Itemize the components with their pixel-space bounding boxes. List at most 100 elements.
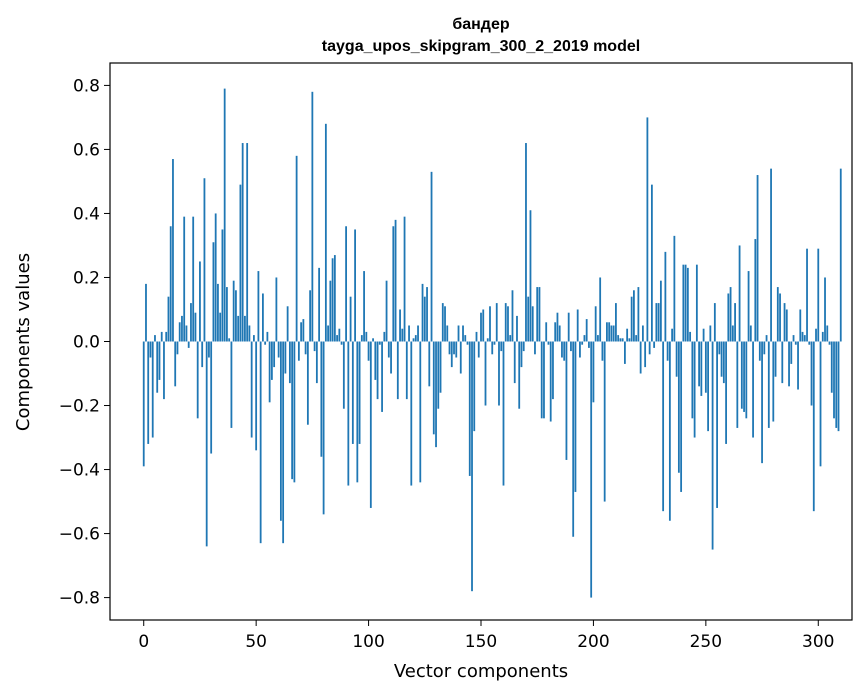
bar-224 <box>646 117 649 342</box>
bar-182 <box>552 341 554 400</box>
bar-157 <box>495 303 498 342</box>
bar-292 <box>799 309 802 342</box>
bar-189 <box>567 312 570 342</box>
bar-150 <box>480 312 482 342</box>
bar-122 <box>417 325 419 342</box>
bar-78 <box>318 267 321 342</box>
bar-142 <box>462 325 464 342</box>
bar-299 <box>815 328 817 342</box>
bar-160 <box>502 341 505 486</box>
bar-56 <box>268 341 271 403</box>
bar-95 <box>356 341 359 483</box>
bar-30 <box>210 341 213 454</box>
x-tick-label: 150 <box>465 632 497 652</box>
bar-61 <box>279 341 282 521</box>
bar-45 <box>244 315 246 342</box>
bar-215 <box>626 328 629 342</box>
bar-158 <box>498 341 500 406</box>
bar-264 <box>736 341 739 428</box>
bar-46 <box>246 143 249 342</box>
y-tick-label: 0.4 <box>73 204 100 224</box>
bar-285 <box>783 303 786 342</box>
bar-308 <box>835 341 838 428</box>
x-tick-label: 100 <box>352 632 384 652</box>
bar-148 <box>475 331 478 342</box>
bar-257 <box>720 341 723 377</box>
bar-169 <box>522 341 525 352</box>
bar-35 <box>221 229 224 342</box>
y-tick-label: −0.6 <box>59 525 100 545</box>
bar-65 <box>288 341 291 384</box>
bar-232 <box>664 251 667 342</box>
bar-16 <box>178 322 181 342</box>
x-tick-label: 200 <box>577 632 609 652</box>
bar-221 <box>639 341 642 374</box>
y-axis-label: Components values <box>13 253 34 431</box>
bar-298 <box>812 341 815 512</box>
bar-309 <box>837 341 840 432</box>
bar-302 <box>821 331 824 342</box>
bar-246 <box>695 264 698 342</box>
bar-101 <box>369 341 372 508</box>
bar-4 <box>151 341 154 438</box>
bar-172 <box>529 210 532 342</box>
bar-244 <box>691 341 694 419</box>
bar-171 <box>527 296 530 342</box>
bar-121 <box>414 335 417 342</box>
bar-283 <box>779 293 781 342</box>
bar-159 <box>500 341 503 352</box>
bar-213 <box>621 338 624 342</box>
bar-76 <box>313 341 316 352</box>
bar-139 <box>455 341 458 358</box>
bar-26 <box>201 341 204 368</box>
bar-123 <box>419 341 422 483</box>
bar-235 <box>671 328 674 342</box>
bar-91 <box>347 341 350 486</box>
bar-304 <box>826 325 829 342</box>
bar-259 <box>725 341 727 444</box>
bar-293 <box>801 331 804 342</box>
bar-254 <box>713 303 716 342</box>
bar-82 <box>327 325 329 342</box>
bar-209 <box>612 325 615 342</box>
bar-146 <box>471 341 473 592</box>
bar-1 <box>145 283 147 342</box>
bar-149 <box>477 341 480 358</box>
bar-32 <box>214 213 217 342</box>
bar-54 <box>264 341 267 345</box>
bar-114 <box>399 309 401 342</box>
bar-156 <box>493 341 496 345</box>
bar-214 <box>624 341 626 364</box>
bar-174 <box>534 341 536 355</box>
bar-0 <box>142 341 145 467</box>
bar-68 <box>295 155 298 342</box>
bar-256 <box>718 341 721 355</box>
bar-106 <box>381 341 383 412</box>
bar-310 <box>839 168 842 342</box>
bar-191 <box>572 341 575 537</box>
bar-105 <box>378 341 381 345</box>
bar-271 <box>752 341 754 438</box>
bar-74 <box>309 290 312 342</box>
bar-241 <box>684 264 687 342</box>
bar-170 <box>525 143 527 342</box>
x-tick-label: 50 <box>245 632 267 652</box>
bar-198 <box>588 341 590 348</box>
bar-27 <box>203 178 206 342</box>
bar-66 <box>291 341 294 480</box>
bar-19 <box>185 325 188 342</box>
bar-223 <box>644 341 647 368</box>
bar-81 <box>324 123 327 342</box>
bar-43 <box>239 184 242 342</box>
bar-85 <box>333 255 336 342</box>
bar-28 <box>205 341 208 547</box>
bar-131 <box>437 341 440 409</box>
bar-127 <box>428 341 431 387</box>
bar-248 <box>700 341 703 396</box>
y-tick-label: 0.0 <box>73 333 100 353</box>
chart-title-line2: tayga_upos_skipgram_300_2_2019 model <box>322 38 640 55</box>
bar-58 <box>273 341 276 368</box>
bar-227 <box>653 341 656 348</box>
bar-266 <box>740 341 743 409</box>
bar-23 <box>194 312 197 342</box>
